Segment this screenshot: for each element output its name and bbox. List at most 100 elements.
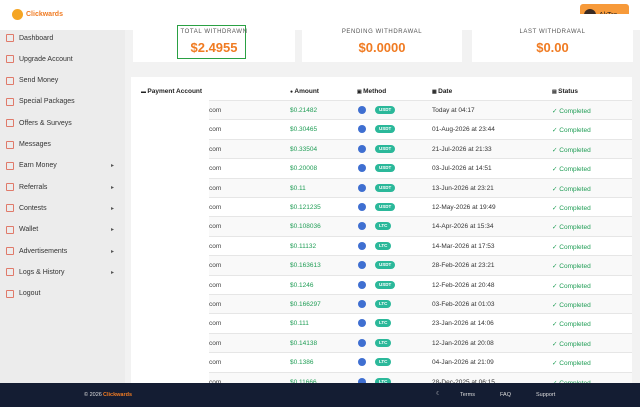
nav-item[interactable]: Earn Money ▸ [6, 161, 118, 170]
stat-value: $0.00 [536, 40, 569, 55]
method-badge: LTC [375, 377, 392, 383]
date: 03-Feb-2026 at 01:03 [432, 301, 495, 308]
nav-icon [6, 55, 14, 64]
logo[interactable]: Clickwards [12, 9, 63, 20]
nav-item[interactable]: Logs & History ▸ [6, 268, 118, 277]
date: 14-Apr-2026 at 15:34 [432, 223, 494, 231]
check-icon: ✓ [552, 146, 560, 154]
nav-item[interactable]: Advertisements ▸ [6, 247, 118, 255]
column-header: ▤ Status [552, 88, 578, 95]
nav-item[interactable]: Referrals ▸ [6, 183, 118, 192]
table-row: com $0.111 LTC 23-Jan-2026 at 14:06 ✓ Comple… [209, 313, 632, 333]
nav-icon [6, 97, 14, 106]
nav-icon [6, 119, 14, 128]
nav-item[interactable]: Logout [6, 289, 118, 298]
date: 23-Jan-2026 at 14:06 [432, 320, 494, 328]
status: ✓ Completed [552, 107, 591, 115]
method-badge: USDT [375, 144, 396, 153]
nav-item[interactable]: Contests ▸ [6, 204, 118, 213]
date: 04-Jan-2026 at 21:09 [432, 359, 494, 367]
amount: $0.30465 [290, 126, 318, 134]
status-label: Completed [559, 360, 591, 368]
status-label: Completed [559, 243, 591, 251]
nav-icon [6, 34, 14, 42]
column-label: Method [363, 88, 387, 95]
payment-account: com [209, 359, 222, 367]
table-row: com $0.30465 USDT 01-Aug-2026 at 23:44 ✓ Com… [209, 119, 632, 139]
stat-card: LAST WITHDRAWAL $0.00 [472, 14, 633, 62]
date: 01-Aug-2026 at 23:44 [432, 126, 495, 134]
footer: © 2026 Clickwards ☾ Terms FAQ Support [0, 383, 640, 407]
status-label: Completed [559, 340, 591, 348]
amount: $0.108036 [290, 223, 321, 231]
amount: $0.14138 [290, 339, 318, 347]
nav-item[interactable]: Special Packages [6, 97, 118, 106]
sidebar: Dashboard Upgrade Account Send Money Specia… [0, 30, 125, 383]
submenu-arrow: ▸ [110, 227, 114, 234]
amount: $0.20008 [290, 165, 318, 173]
status: ✓ Completed [552, 320, 591, 328]
status: ✓ Completed [552, 243, 591, 251]
method-icon [358, 183, 366, 192]
check-icon: ✓ [552, 263, 560, 271]
footer-link[interactable]: FAQ [500, 392, 512, 398]
amount: $0.121235 [290, 204, 321, 211]
theme-icon[interactable]: ☾ [436, 391, 441, 397]
table-row: com $0.166297 LTC 03-Feb-2026 at 01:03 ✓ Com… [209, 294, 632, 314]
nav-item[interactable]: Wallet ▸ [6, 225, 118, 234]
nav-item[interactable]: Upgrade Account [6, 55, 118, 64]
status-label: Completed [559, 127, 591, 135]
date: 12-May-2026 at 19:49 [432, 204, 496, 211]
amount: $0.11132 [290, 242, 317, 250]
method-icon [358, 203, 366, 211]
payment-account: com [209, 223, 222, 231]
table-row: com $0.163613 USDT 28-Feb-2026 at 23:21 ✓ Co… [209, 255, 632, 276]
check-icon: ✓ [552, 360, 560, 368]
column-label: Status [558, 88, 578, 95]
nav-item[interactable]: Offers & Surveys [6, 119, 118, 128]
method-icon [358, 377, 366, 383]
nav-label: Earn Money [19, 162, 57, 170]
footer-link[interactable]: Terms [460, 392, 475, 398]
nav-item[interactable]: Send Money [6, 76, 118, 85]
method-badge: LTC [375, 358, 392, 367]
check-icon: ✓ [552, 185, 560, 193]
status-label: Completed [559, 205, 591, 212]
status-label: Completed [559, 321, 591, 329]
date: 12-Feb-2026 at 20:48 [432, 281, 495, 289]
method-badge: USDT [375, 125, 396, 134]
method-icon [358, 106, 366, 114]
status-label: Completed [559, 263, 591, 271]
check-icon: ✓ [552, 340, 560, 348]
column-header: ● Amount [290, 88, 319, 95]
footer-link[interactable]: Support [536, 392, 556, 398]
stat-title: LAST WITHDRAWAL [519, 29, 586, 35]
method-badge: LTC [375, 300, 392, 308]
payment-account: com [209, 107, 222, 114]
check-icon: ✓ [552, 205, 560, 212]
amount: $0.111 [290, 320, 309, 328]
status: ✓ Completed [552, 301, 591, 309]
nav-item[interactable]: Messages [6, 140, 118, 149]
method-icon [358, 280, 366, 289]
stat-title: TOTAL WITHDRAWN [180, 29, 248, 35]
status: ✓ Completed [552, 379, 591, 383]
nav-label: Upgrade Account [19, 55, 73, 63]
method-icon [358, 222, 366, 231]
nav-label: Dashboard [19, 34, 54, 42]
footer-brand: Clickwards [103, 392, 133, 398]
submenu-arrow: ▸ [110, 205, 114, 212]
submenu-arrow: ▸ [110, 163, 114, 170]
payment-account: com [209, 204, 222, 211]
date: 13-Jun-2026 at 23:21 [432, 184, 494, 192]
check-icon: ✓ [552, 302, 560, 309]
method-icon [358, 125, 366, 134]
copyright: © 2026 [84, 392, 102, 398]
nav-item[interactable]: Dashboard [6, 34, 118, 42]
amount: $0.33504 [290, 145, 318, 153]
amount: $0.11666 [290, 378, 317, 383]
date: 28-Feb-2026 at 23:21 [432, 262, 495, 270]
payment-account: com [209, 165, 222, 173]
table-row: com $0.121235 USDT 12-May-2026 at 19:49 ✓ Co… [209, 197, 632, 217]
method-icon [358, 144, 366, 153]
